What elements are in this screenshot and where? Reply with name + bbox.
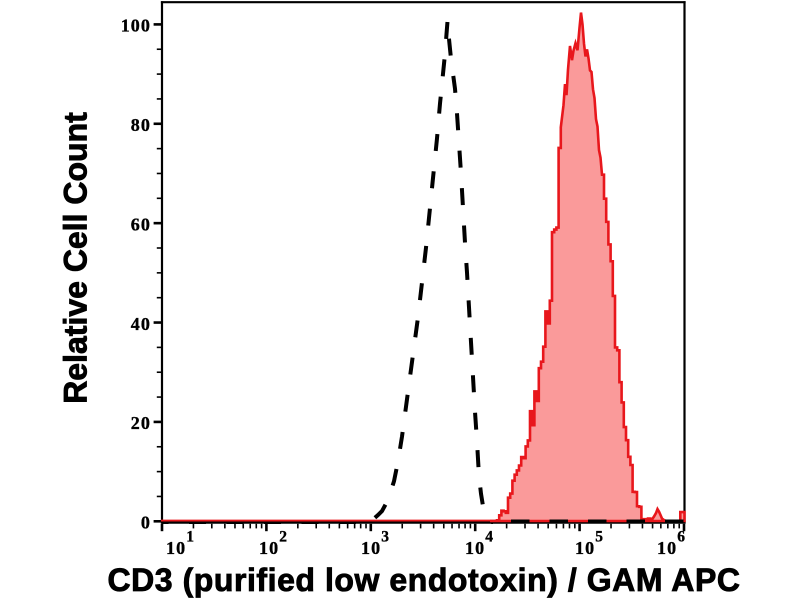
svg-text:CD3 (purified low endotoxin) /: CD3 (purified low endotoxin) / GAM APC	[107, 562, 740, 598]
svg-text:20: 20	[131, 413, 151, 433]
svg-text:60: 60	[131, 214, 151, 234]
svg-text:100: 100	[121, 16, 151, 36]
svg-text:0: 0	[141, 513, 151, 533]
svg-text:80: 80	[131, 115, 151, 135]
svg-text:40: 40	[131, 314, 151, 334]
svg-text:Relative Cell Count: Relative Cell Count	[58, 112, 94, 404]
